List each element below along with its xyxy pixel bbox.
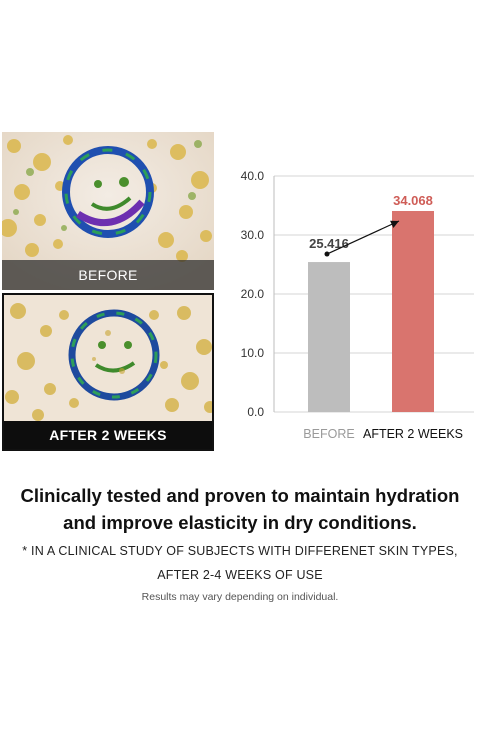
y-tick-label: 40.0 (241, 169, 265, 183)
y-tick-label: 0.0 (247, 405, 264, 419)
study-note-line-2: AFTER 2-4 WEEKS OF USE (157, 568, 323, 582)
y-tick-label: 30.0 (241, 228, 265, 242)
headline: Clinically tested and proven to maintain… (0, 482, 480, 536)
x-axis-labels: BEFORE AFTER 2 WEEKS (303, 427, 463, 441)
after-skin-image: AFTER 2 WEEKS (2, 293, 214, 451)
y-tick-label: 10.0 (241, 346, 265, 360)
value-label-before: 25.416 (309, 236, 349, 251)
y-tick-label: 20.0 (241, 287, 265, 301)
bar-after-2-weeks (392, 210, 434, 412)
chart-gridlines (273, 175, 474, 413)
headline-line-1: Clinically tested and proven to maintain… (20, 485, 460, 506)
before-label: BEFORE (2, 260, 214, 290)
disclaimer: Results may vary depending on individual… (141, 591, 339, 603)
x-label-after-2-weeks: AFTER 2 WEEKS (363, 427, 463, 441)
study-note-line-1: * IN A CLINICAL STUDY OF SUBJECTS WITH D… (22, 544, 458, 558)
before-skin-image: BEFORE (2, 132, 214, 290)
after-label: AFTER 2 WEEKS (4, 421, 212, 449)
headline-line-2: and improve elasticity in dry conditions… (63, 512, 417, 533)
arrow-line (326, 220, 400, 255)
value-label-after: 34.068 (393, 193, 433, 208)
bar-before (308, 262, 350, 412)
chart-bars (308, 210, 434, 412)
arrow-head (390, 220, 399, 228)
x-label-before: BEFORE (303, 427, 354, 441)
value-labels: 25.416 34.068 (309, 193, 433, 251)
increase-arrow (324, 220, 400, 257)
hydration-bar-chart: 0.0 10.0 20.0 30.0 40.0 25.416 34.068 BEFORE A… (241, 169, 474, 441)
y-axis-ticks: 0.0 10.0 20.0 30.0 40.0 (241, 169, 265, 419)
